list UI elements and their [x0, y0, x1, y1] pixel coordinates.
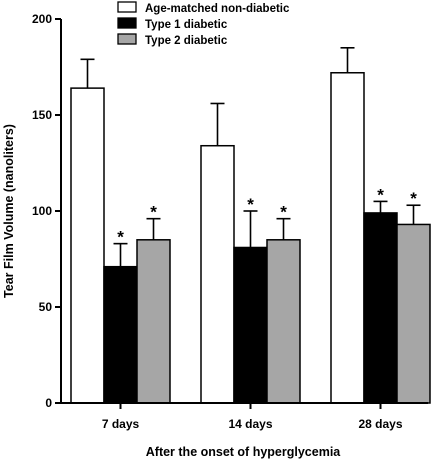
- significance-marker: *: [377, 185, 384, 204]
- x-axis-title: After the onset of hyperglycemia: [146, 445, 342, 459]
- legend-label: Age-matched non-diabetic: [145, 3, 290, 15]
- bar: [363, 212, 398, 404]
- bar: [233, 246, 268, 404]
- y-tick-label: 100: [32, 204, 52, 218]
- legend-label: Type 2 diabetic: [145, 35, 228, 47]
- bar: [266, 239, 301, 404]
- significance-marker: *: [410, 189, 417, 208]
- bar: [136, 239, 171, 404]
- significance-marker: *: [280, 203, 287, 222]
- y-tick-label: 150: [32, 108, 52, 122]
- bar: [396, 223, 431, 404]
- legend-swatch: [117, 33, 137, 45]
- significance-marker: *: [150, 203, 157, 222]
- y-tick-label: 50: [39, 300, 53, 314]
- legend-label: Type 1 diabetic: [145, 19, 228, 31]
- bar: [200, 144, 235, 404]
- x-tick-label: 14 days: [228, 417, 272, 431]
- y-tick-label: 200: [32, 12, 52, 26]
- y-tick-label: 0: [45, 396, 52, 410]
- legend-swatch: [117, 17, 137, 29]
- significance-marker: *: [117, 228, 124, 247]
- x-tick-label: 28 days: [358, 417, 402, 431]
- bar: [70, 87, 105, 404]
- legend-swatch: [117, 1, 137, 13]
- significance-marker: *: [247, 195, 254, 214]
- y-axis-title: Tear Film Volume (nanoliters): [2, 124, 16, 298]
- bar: [103, 265, 138, 404]
- x-tick-label: 7 days: [102, 417, 140, 431]
- bar: [330, 72, 365, 404]
